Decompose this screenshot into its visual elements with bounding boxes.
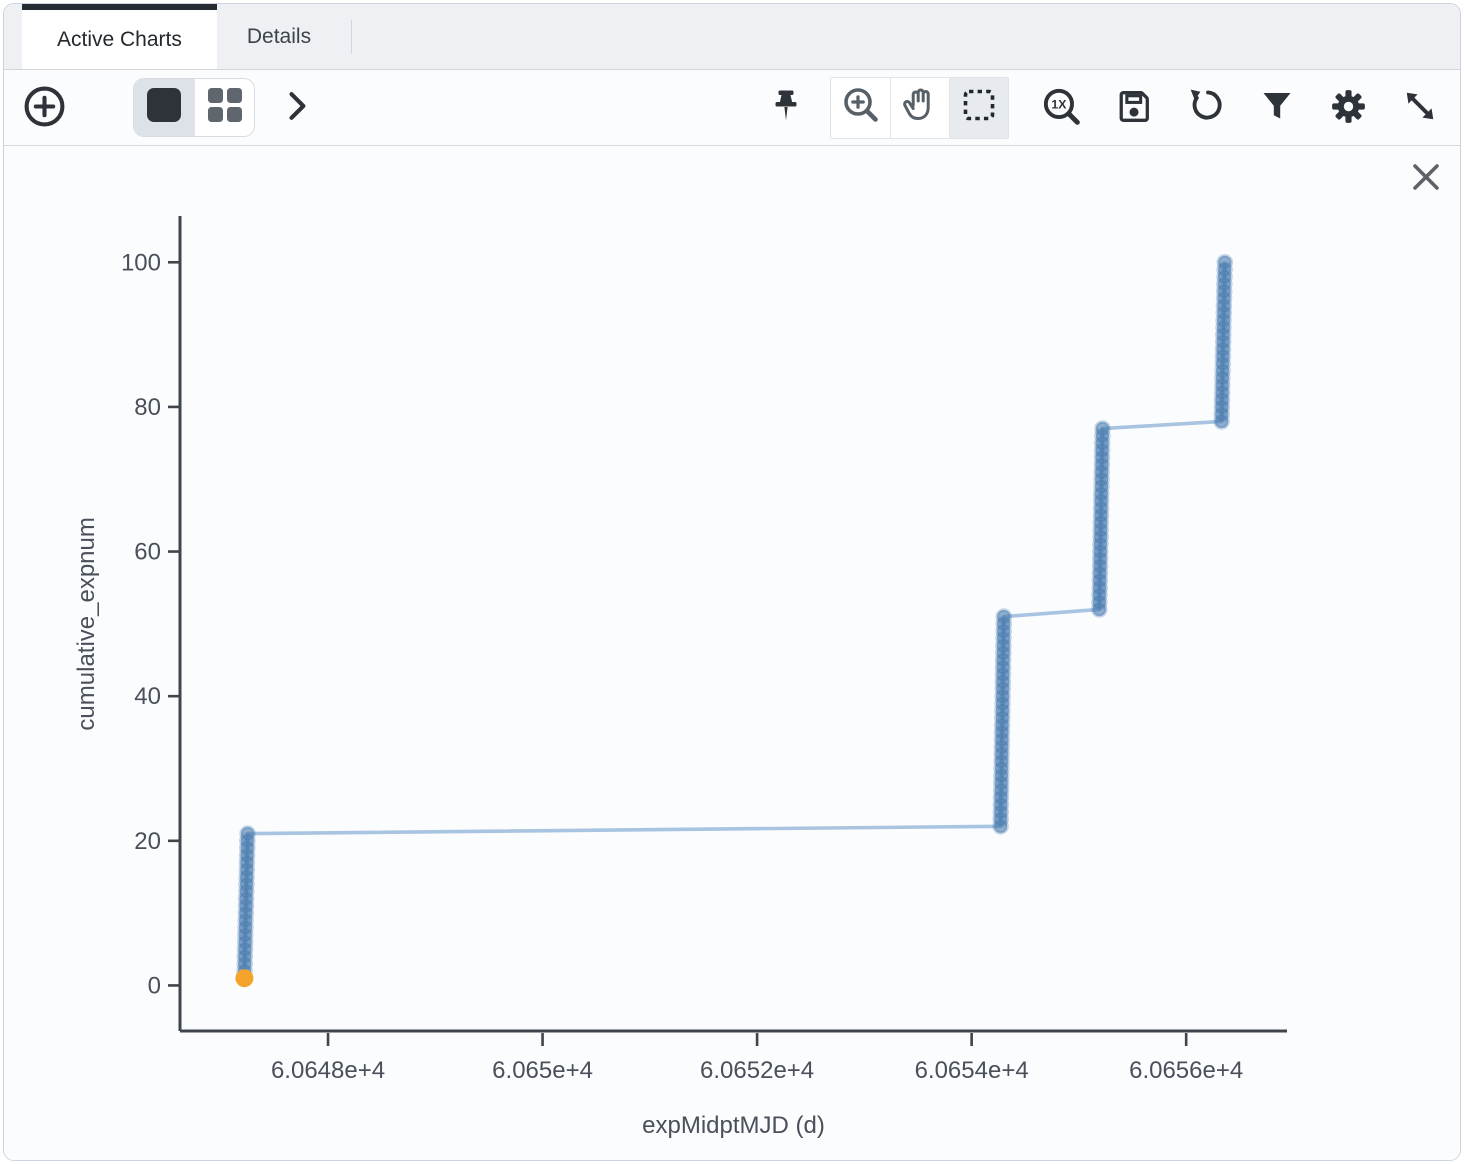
gear-icon [1326,84,1371,132]
x-axis-title: expMidptMJD (d) [642,1112,825,1139]
chart-panel: 6.0648e+4 6.065e+4 6.0652e+4 6.0654e+4 6.065… [4,146,1460,1160]
tab-bar: Active Charts Details [4,4,1460,70]
app-window: Active Charts Details [3,3,1461,1161]
filter-chart-button[interactable] [1255,84,1299,131]
funnel-icon [1255,84,1299,131]
zoom-mode-button[interactable] [831,78,890,138]
magnifier-plus-icon [839,83,883,132]
y-tick-label: 100 [121,249,161,276]
scatter-chart[interactable]: 6.0648e+4 6.065e+4 6.0652e+4 6.0654e+4 6.065… [4,146,1459,1158]
tab-active-charts[interactable]: Active Charts [22,4,217,69]
plus-circle-icon [22,84,67,132]
dashed-rect-icon [957,83,1001,132]
mouse-mode-group [830,76,1009,139]
save-chart-button[interactable] [1111,84,1156,132]
tab-details-label: Details [246,24,312,48]
restore-chart-button[interactable] [1183,84,1228,132]
pushpin-icon [764,84,808,131]
y-tick-label: 40 [134,683,161,710]
data-point[interactable] [1094,420,1111,437]
y-tick-label: 60 [134,539,161,566]
layout-toggle [133,78,255,137]
tab-separator [351,19,353,54]
svg-text:1X: 1X [1051,97,1067,111]
magnifier-1x-icon: 1X [1039,84,1084,132]
data-point[interactable] [1216,254,1234,271]
x-tick-label: 6.065e+4 [492,1057,593,1084]
rotate-left-icon [1183,84,1228,132]
y-tick-label: 20 [134,828,161,855]
grid-view-button[interactable] [194,79,254,136]
y-axis-title: cumulative_expnum [73,517,100,730]
axes-spines [178,216,1287,1033]
close-icon [1410,163,1442,196]
close-chart-button[interactable] [1408,160,1444,196]
y-tick-label: 80 [134,394,161,421]
series-line [242,262,1227,979]
chart-toolbar: 1X [4,70,1460,146]
expand-toolbar-button[interactable] [277,84,317,131]
tab-details[interactable]: Details [217,4,341,69]
chart-settings-button[interactable] [1326,84,1371,132]
floppy-disk-icon [1111,84,1156,132]
diagonal-arrows-icon [1398,84,1442,131]
zoom-original-button[interactable]: 1X [1039,84,1084,132]
add-chart-button[interactable] [22,84,67,132]
x-tick-label: 6.0652e+4 [700,1057,814,1084]
x-tick-label: 6.0648e+4 [271,1057,385,1084]
select-mode-button[interactable] [949,77,1008,138]
hand-icon [898,83,942,132]
x-tick-label: 6.0656e+4 [1129,1057,1243,1084]
tab-active-charts-label: Active Charts [57,27,182,51]
data-point[interactable] [239,825,256,842]
data-point[interactable] [995,608,1013,625]
y-tick-label: 0 [148,972,161,999]
single-view-button[interactable] [134,79,194,136]
pin-chart-button[interactable] [764,84,808,131]
grid-squares-icon [203,83,247,132]
pan-mode-button[interactable] [890,77,949,138]
expand-chart-button[interactable] [1398,84,1442,131]
highlighted-data-point[interactable] [235,969,254,988]
x-tick-label: 6.0654e+4 [915,1057,1029,1084]
single-square-icon [142,83,186,132]
chevron-right-icon [277,84,317,131]
